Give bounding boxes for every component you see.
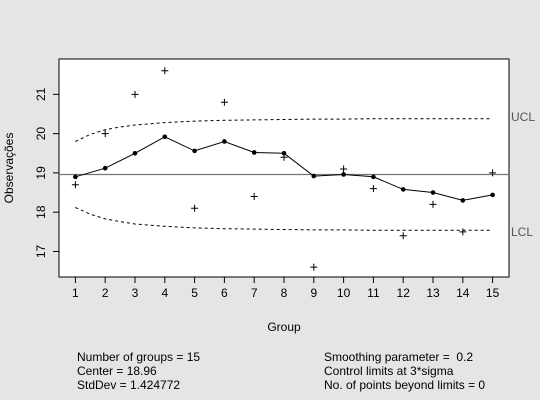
plot-area bbox=[58, 58, 510, 278]
ewma-point bbox=[222, 139, 227, 144]
stat-stddev: StdDev = 1.424772 bbox=[77, 378, 181, 392]
ewma-point bbox=[132, 150, 138, 156]
observation-point bbox=[369, 185, 377, 193]
x-tick-label: 2 bbox=[102, 286, 109, 300]
observation-point bbox=[101, 130, 109, 138]
x-tick-label: 12 bbox=[397, 286, 411, 300]
observation-point bbox=[340, 165, 348, 173]
x-tick-label: 14 bbox=[456, 286, 470, 300]
stat-number-of-groups: Number of groups = 15 bbox=[77, 350, 201, 364]
observation-point bbox=[459, 228, 467, 236]
observation-point bbox=[399, 232, 407, 240]
y-tick-label: 17 bbox=[34, 244, 48, 258]
stat-smoothing-parameter: Smoothing parameter = 0.2 bbox=[324, 350, 474, 364]
ewma-point bbox=[192, 148, 197, 154]
x-tick-label: 3 bbox=[132, 286, 139, 300]
ewma-point bbox=[430, 190, 436, 195]
y-tick-label: 20 bbox=[34, 127, 48, 141]
observation-point bbox=[131, 90, 139, 98]
x-tick-label: 4 bbox=[161, 286, 168, 300]
y-axis-label: Observações bbox=[2, 133, 16, 204]
ewma-point bbox=[251, 150, 257, 155]
observation-point bbox=[191, 204, 199, 212]
x-tick-label: 5 bbox=[191, 286, 198, 300]
y-tick-label: 19 bbox=[34, 166, 48, 180]
ewma-point bbox=[490, 192, 495, 198]
ewma-point bbox=[281, 150, 287, 156]
observation-point bbox=[489, 169, 497, 177]
x-tick-label: 13 bbox=[426, 286, 440, 300]
observation-point bbox=[71, 181, 79, 189]
ewma-point bbox=[460, 198, 466, 203]
ewma-point bbox=[311, 173, 317, 179]
observation-point bbox=[161, 67, 169, 75]
x-tick-label: 8 bbox=[281, 286, 288, 300]
x-tick-label: 7 bbox=[251, 286, 258, 300]
ewma-point bbox=[371, 174, 376, 180]
x-tick-label: 1 bbox=[72, 286, 79, 300]
lcl-label: LCL bbox=[511, 225, 533, 239]
ewma-point bbox=[400, 187, 406, 192]
y-tick-label: 18 bbox=[34, 205, 48, 219]
x-tick-label: 6 bbox=[221, 286, 228, 300]
ucl-label: UCL bbox=[511, 110, 535, 124]
lcl-line bbox=[75, 207, 493, 231]
x-tick-label: 10 bbox=[337, 286, 351, 300]
observation-point bbox=[310, 263, 318, 271]
x-tick-label: 15 bbox=[486, 286, 500, 300]
y-tick-label: 21 bbox=[34, 87, 48, 101]
x-tick-label: 11 bbox=[367, 286, 380, 300]
observation-point bbox=[429, 200, 437, 208]
observation-point bbox=[220, 98, 228, 106]
stat-points-beyond-limits: No. of points beyond limits = 0 bbox=[324, 378, 486, 392]
ewma-point bbox=[341, 172, 346, 177]
stat-control-limits: Control limits at 3*sigma bbox=[324, 364, 454, 378]
ewma-point bbox=[73, 174, 78, 180]
stat-center: Center = 18.96 bbox=[77, 364, 157, 378]
observation-point bbox=[250, 192, 258, 200]
ewma-point bbox=[162, 134, 168, 140]
x-axis-label: Group bbox=[267, 320, 301, 334]
ucl-line bbox=[75, 118, 493, 142]
ewma-point bbox=[102, 165, 108, 171]
x-tick-label: 9 bbox=[310, 286, 317, 300]
